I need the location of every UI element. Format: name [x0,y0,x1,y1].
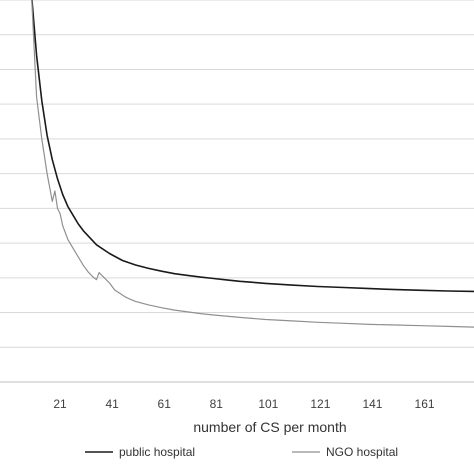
gridlines [0,0,474,383]
x-axis-ticks: 21 41 61 81 101 121 141 161 [53,397,434,411]
legend-label: NGO hospital [326,445,398,459]
x-tick-label: 121 [310,397,330,411]
x-axis-title: number of CS per month [193,419,346,435]
x-tick-label: 61 [158,397,172,411]
x-tick-label: 101 [258,397,278,411]
x-tick-label: 81 [210,397,224,411]
x-tick-label: 141 [362,397,382,411]
series-line-public-hospital [31,0,474,293]
x-tick-label: 21 [53,397,67,411]
legend: public hospital NGO hospital [85,445,398,459]
x-tick-label: 161 [415,397,435,411]
series-lines [31,0,474,328]
legend-label: public hospital [119,445,195,459]
series-line-ngo-hospital [31,0,474,328]
x-tick-label: 41 [105,397,119,411]
